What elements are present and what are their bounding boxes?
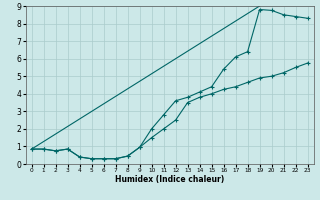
X-axis label: Humidex (Indice chaleur): Humidex (Indice chaleur) (115, 175, 224, 184)
